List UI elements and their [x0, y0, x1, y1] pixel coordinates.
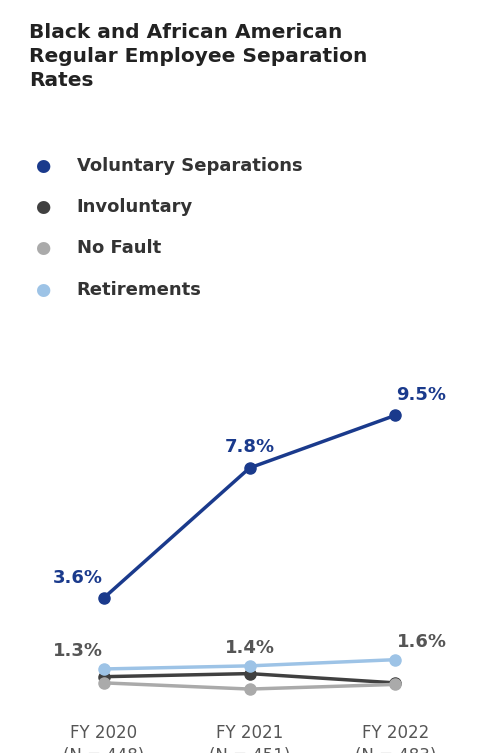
- Text: ●: ●: [36, 157, 51, 175]
- Text: ●: ●: [36, 281, 51, 299]
- Text: 1.6%: 1.6%: [396, 633, 446, 651]
- Text: Black and African American
Regular Employee Separation
Rates: Black and African American Regular Emplo…: [29, 23, 367, 90]
- Text: ●: ●: [36, 198, 51, 216]
- Text: Retirements: Retirements: [77, 281, 202, 299]
- Text: Voluntary Separations: Voluntary Separations: [77, 157, 302, 175]
- Text: 9.5%: 9.5%: [396, 386, 446, 404]
- Text: 1.3%: 1.3%: [53, 642, 103, 660]
- Text: 7.8%: 7.8%: [225, 438, 275, 456]
- Text: Involuntary: Involuntary: [77, 198, 193, 216]
- Text: No Fault: No Fault: [77, 239, 161, 258]
- Text: ●: ●: [36, 239, 51, 258]
- Text: 3.6%: 3.6%: [53, 569, 103, 587]
- Text: 1.4%: 1.4%: [225, 639, 275, 657]
